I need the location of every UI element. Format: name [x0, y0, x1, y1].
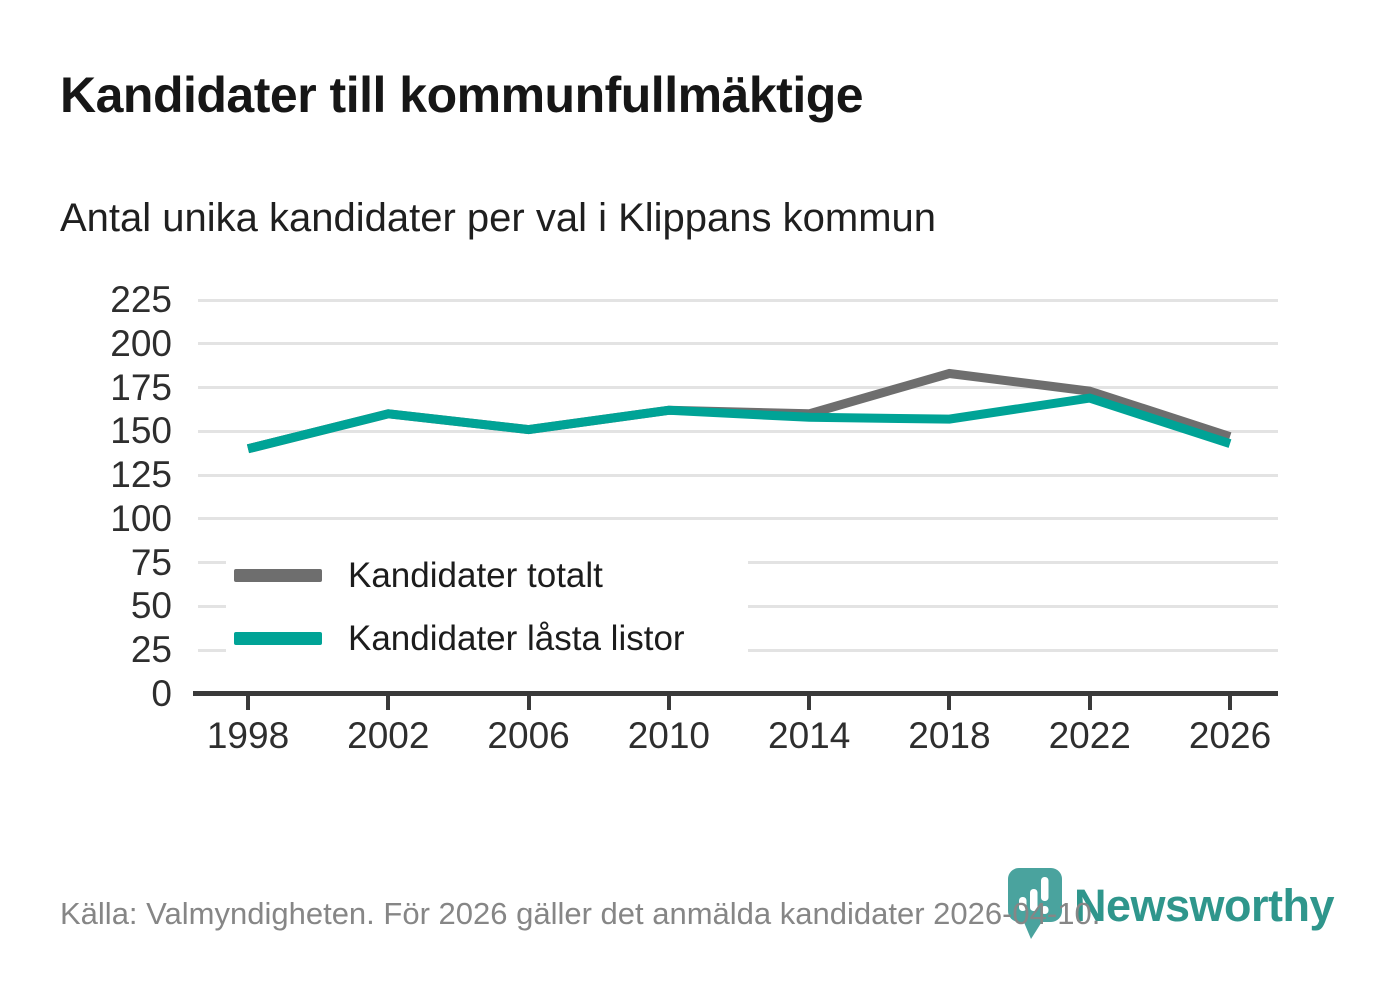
- newsworthy-icon: [1008, 868, 1062, 939]
- source-note: Källa: Valmyndigheten. För 2026 gäller d…: [60, 896, 1101, 931]
- legend-label-totalt: Kandidater totalt: [348, 555, 603, 595]
- legend-swatch-totalt: [234, 569, 322, 582]
- page-title: Kandidater till kommunfullmäktige: [60, 67, 864, 123]
- chart-legend: Kandidater totalt Kandidater låsta listo…: [226, 544, 748, 670]
- legend-swatch-lasta-listor: [234, 632, 322, 645]
- newsworthy-logo: Newsworthy: [1006, 866, 1335, 942]
- legend-item-lasta-listor: Kandidater låsta listor: [226, 619, 748, 659]
- newsworthy-wordmark: Newsworthy: [1074, 880, 1335, 931]
- legend-label-lasta-listor: Kandidater låsta listor: [348, 618, 685, 658]
- chart-subtitle: Antal unika kandidater per val i Klippan…: [60, 196, 937, 240]
- legend-item-totalt: Kandidater totalt: [226, 556, 748, 596]
